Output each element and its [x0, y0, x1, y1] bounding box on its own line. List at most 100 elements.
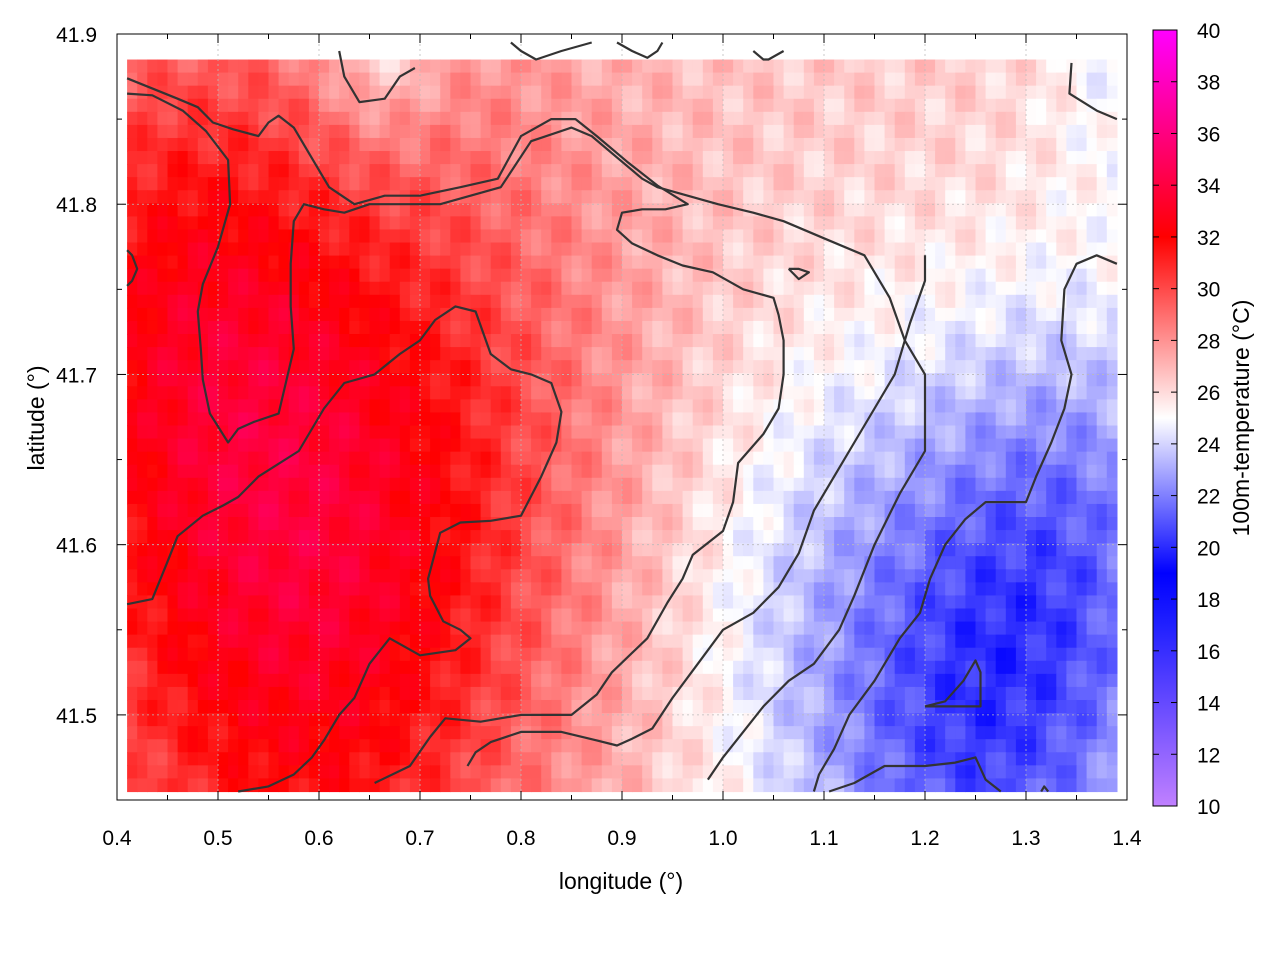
- heatmap-cell: [440, 451, 451, 466]
- heatmap-cell: [1036, 124, 1047, 139]
- heatmap-cell: [369, 686, 381, 701]
- heatmap-cell: [925, 268, 936, 283]
- heatmap-cell: [904, 647, 916, 662]
- heatmap-cell: [430, 464, 441, 479]
- heatmap-cell: [409, 438, 421, 453]
- heatmap-cell: [773, 412, 785, 427]
- heatmap-cell: [1086, 229, 1098, 244]
- heatmap-cell: [490, 347, 502, 361]
- heatmap-cell: [753, 360, 764, 374]
- heatmap-cell: [783, 608, 795, 623]
- heatmap-cell: [561, 569, 573, 583]
- heatmap-cell: [541, 386, 552, 400]
- heatmap-cell: [339, 203, 350, 217]
- heatmap-cell: [682, 673, 694, 688]
- heatmap-cell: [844, 608, 855, 623]
- heatmap-cell: [692, 242, 704, 257]
- heatmap-cell: [1036, 517, 1047, 531]
- heatmap-cell: [187, 177, 199, 191]
- heatmap-cell: [1036, 556, 1047, 570]
- heatmap-cell: [167, 242, 179, 257]
- heatmap-cell: [803, 713, 815, 727]
- heatmap-cell: [975, 177, 987, 191]
- heatmap-cell: [197, 307, 209, 322]
- heatmap-cell: [470, 464, 482, 479]
- heatmap-cell: [389, 490, 401, 505]
- heatmap-cell: [884, 334, 896, 348]
- heatmap-cell: [399, 686, 411, 701]
- heatmap-cell: [480, 425, 492, 440]
- heatmap-cell: [1036, 347, 1047, 361]
- heatmap-cell: [561, 255, 573, 270]
- heatmap-cell: [1066, 686, 1078, 701]
- heatmap-cell: [147, 569, 158, 583]
- heatmap-cell: [622, 85, 633, 100]
- heatmap-cell: [723, 699, 734, 714]
- heatmap-cell: [1005, 608, 1017, 623]
- heatmap-cell: [904, 242, 916, 257]
- heatmap-cell: [813, 373, 825, 387]
- heatmap-cell: [359, 216, 371, 231]
- heatmap-cell: [662, 177, 674, 191]
- heatmap-cell: [1015, 543, 1027, 557]
- heatmap-cell: [379, 569, 391, 583]
- heatmap-cell: [1076, 621, 1088, 636]
- heatmap-cell: [1106, 477, 1118, 492]
- heatmap-cell: [1066, 164, 1078, 178]
- heatmap-cell: [541, 608, 552, 623]
- heatmap-cell: [723, 190, 734, 204]
- heatmap-cell: [329, 713, 340, 727]
- heatmap-cell: [167, 530, 179, 544]
- heatmap-cell: [258, 203, 270, 217]
- heatmap-cell: [389, 294, 401, 309]
- heatmap-cell: [844, 347, 855, 361]
- heatmap-cell: [399, 556, 411, 570]
- heatmap-cell: [268, 255, 280, 270]
- heatmap-cell: [702, 399, 714, 414]
- heatmap-cell: [278, 517, 290, 531]
- heatmap-cell: [510, 438, 522, 453]
- heatmap-cell: [359, 307, 371, 322]
- heatmap-cell: [925, 373, 936, 387]
- heatmap-cell: [308, 281, 320, 296]
- heatmap-cell: [904, 660, 916, 675]
- heatmap-cell: [399, 634, 411, 649]
- heatmap-cell: [369, 360, 381, 374]
- heatmap-cell: [783, 503, 795, 518]
- heatmap-cell: [308, 464, 320, 479]
- heatmap-cell: [591, 582, 603, 597]
- heatmap-cell: [692, 464, 704, 479]
- heatmap-cell: [359, 98, 371, 113]
- heatmap-cell: [521, 216, 532, 231]
- heatmap-cell: [278, 294, 290, 309]
- heatmap-cell: [288, 294, 300, 309]
- heatmap-cell: [965, 59, 977, 74]
- heatmap-cell: [298, 294, 310, 309]
- heatmap-cell: [894, 360, 906, 374]
- heatmap-cell: [945, 347, 956, 361]
- heatmap-cell: [995, 111, 1007, 126]
- heatmap-cell: [965, 556, 977, 570]
- heatmap-cell: [1026, 281, 1037, 296]
- heatmap-cell: [137, 713, 148, 727]
- heatmap-cell: [167, 281, 179, 296]
- heatmap-cell: [389, 373, 401, 387]
- heatmap-cell: [854, 647, 865, 662]
- heatmap-cell: [187, 530, 199, 544]
- heatmap-cell: [1066, 464, 1078, 479]
- heatmap-cell: [965, 85, 977, 100]
- heatmap-cell: [278, 164, 290, 178]
- heatmap-cell: [793, 334, 805, 348]
- heatmap-cell: [147, 268, 158, 283]
- heatmap-cell: [702, 699, 714, 714]
- heatmap-cell: [1086, 124, 1098, 139]
- heatmap-cell: [389, 608, 401, 623]
- heatmap-cell: [753, 242, 764, 257]
- heatmap-cell: [611, 713, 623, 727]
- heatmap-cell: [349, 503, 360, 518]
- heatmap-cell: [712, 137, 724, 152]
- heatmap-cell: [985, 386, 997, 400]
- heatmap-cell: [904, 464, 916, 479]
- heatmap-cell: [1106, 59, 1118, 74]
- heatmap-cell: [1066, 137, 1078, 152]
